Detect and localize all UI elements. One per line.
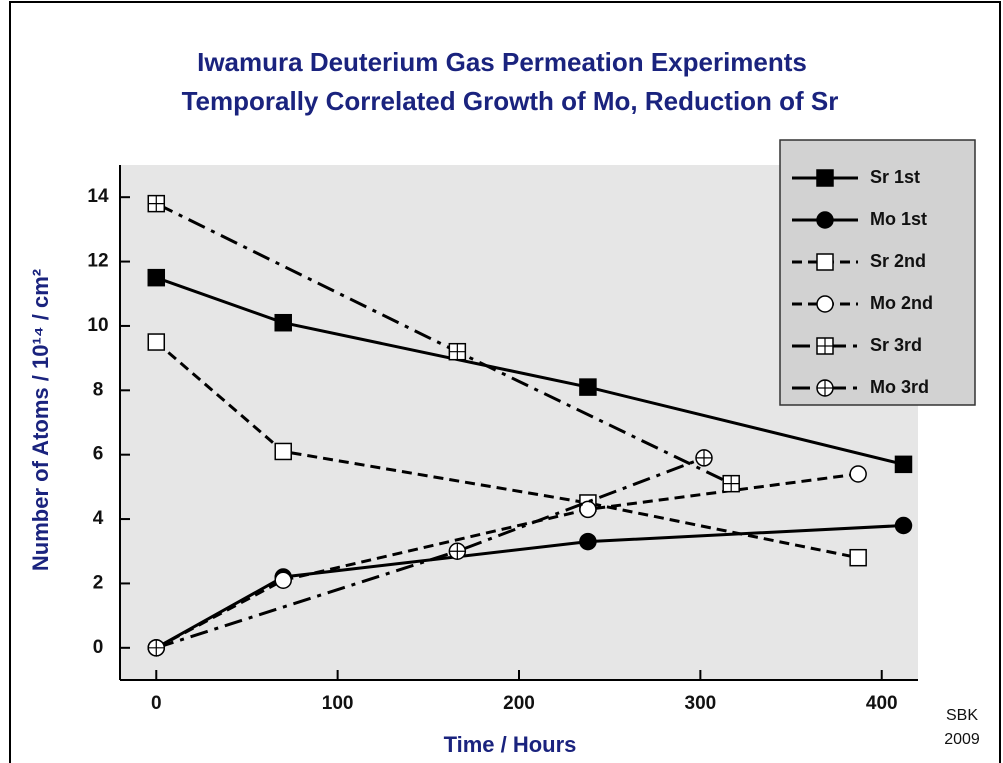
marker [147, 268, 166, 287]
x-tick-label: 0 [151, 693, 162, 714]
x-tick-label: 400 [866, 693, 898, 714]
marker [579, 500, 597, 519]
chart-subtitle: Temporally Correlated Growth of Mo, Redu… [182, 86, 839, 116]
legend-label: Sr 2nd [870, 251, 926, 271]
marker [816, 295, 834, 313]
annotation: SBK [946, 707, 978, 724]
y-tick-label: 8 [93, 379, 104, 400]
marker [579, 378, 597, 396]
marker [147, 333, 166, 351]
y-tick-label: 4 [93, 508, 104, 529]
legend-label: Mo 2nd [870, 293, 933, 313]
legend-label: Sr 3rd [870, 335, 922, 355]
series-line [155, 340, 859, 560]
marker [816, 253, 834, 271]
marker [894, 516, 913, 535]
legend-label: Mo 3rd [870, 377, 929, 397]
x-tick-label: 300 [685, 693, 717, 714]
legend-box [779, 139, 976, 406]
legend-label: Mo 1st [870, 209, 927, 229]
chart-title: Iwamura Deuterium Gas Permeation Experim… [197, 47, 807, 77]
y-tick-label: 14 [87, 186, 109, 207]
marker [816, 211, 834, 229]
marker [274, 442, 292, 461]
y-tick-label: 2 [93, 572, 104, 593]
marker [579, 532, 597, 551]
x-axis-label: Time / Hours [444, 732, 577, 757]
marker [274, 313, 292, 332]
frame [9, 1, 1001, 763]
series-line [155, 276, 904, 466]
x-tick-label: 200 [503, 693, 535, 714]
y-tick-label: 0 [93, 637, 104, 658]
x-tick-label: 100 [322, 693, 354, 714]
y-tick-label: 12 [87, 251, 108, 272]
marker [849, 548, 867, 567]
y-axis-label: Number of Atoms / 10¹⁴ / cm² [28, 269, 53, 571]
marker [894, 455, 913, 474]
marker [849, 465, 867, 483]
y-tick-label: 6 [93, 444, 104, 465]
y-tick-label: 10 [87, 315, 108, 336]
marker [816, 169, 834, 187]
legend-label: Sr 1st [870, 167, 920, 187]
marker [274, 571, 292, 589]
annotation: 2009 [944, 731, 980, 748]
